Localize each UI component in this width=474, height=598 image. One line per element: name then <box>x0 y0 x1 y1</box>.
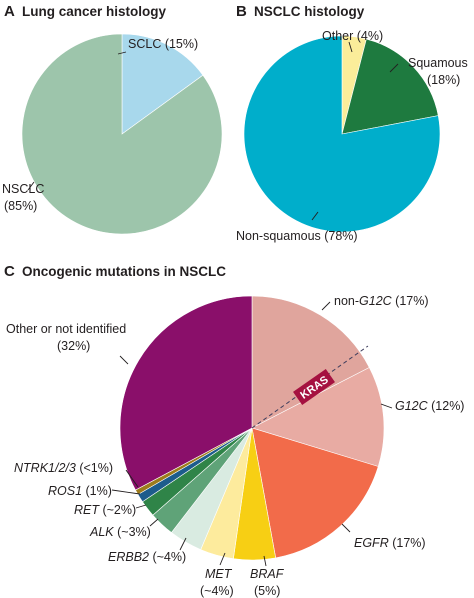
label-erbb2: ERBB2 (~4%) <box>108 550 186 564</box>
slice-b-squamous <box>341 38 439 135</box>
label-ntrk-a: NTRK1/2/3 <box>14 461 76 475</box>
leader-braf <box>263 555 267 567</box>
slice-a-sclc <box>121 33 204 135</box>
leader-ros1 <box>111 489 141 495</box>
label-erbb2-a: ERBB2 <box>108 550 149 564</box>
label-nsclc-1: NSCLC <box>2 182 44 196</box>
panel-a-letter: A <box>4 3 15 20</box>
label-g12c: G12C (12%) <box>395 399 464 413</box>
leader-g12c <box>380 403 393 409</box>
leader-egfr <box>341 523 351 533</box>
label-sclc: SCLC (15%) <box>128 37 198 51</box>
label-ret-a: RET <box>74 503 100 517</box>
pie-a <box>21 33 223 235</box>
leader-ntrk <box>125 469 139 488</box>
label-other-b: Other (4%) <box>322 29 383 43</box>
leader-other-b <box>348 41 353 53</box>
label-nong12c-a: non- <box>334 294 359 308</box>
leader-sclc <box>117 51 127 55</box>
leader-squamous <box>389 63 399 73</box>
leader-other-c <box>119 355 129 365</box>
label-met-1: MET <box>205 567 233 581</box>
label-ret: RET (~2%) <box>74 503 136 517</box>
label-nong12c: non-G12C (17%) <box>334 294 429 308</box>
label-egfr-b: (17%) <box>389 536 426 550</box>
label-ntrk: NTRK1/2/3 (<1%) <box>14 461 113 475</box>
label-nong12c-b: G12C <box>359 294 393 308</box>
label-met-2: (~4%) <box>200 584 234 598</box>
label-egfr: EGFR (17%) <box>354 536 426 550</box>
label-ros1-a: ROS1 <box>48 484 82 498</box>
label-nong12c-c: (17%) <box>392 294 429 308</box>
label-ros1-b: (1%) <box>82 484 112 498</box>
slice-c-kras-g12c <box>251 367 385 467</box>
slice-c-other-or-not-identified <box>119 295 253 491</box>
pie-c <box>119 295 385 561</box>
leader-nonsq <box>311 211 319 221</box>
label-other-c-2: (32%) <box>57 339 90 353</box>
panel-c-letter: C <box>4 263 15 280</box>
label-ret-b: (~2%) <box>99 503 136 517</box>
label-ntrk-b: (<1%) <box>76 461 113 475</box>
leader-alk <box>149 518 159 527</box>
slice-b-non-squamous <box>243 35 441 233</box>
label-erbb2-b: (~4%) <box>149 550 186 564</box>
slice-a-nsclc <box>21 33 223 235</box>
label-nonsq: Non-squamous (78%) <box>236 229 358 243</box>
label-egfr-a: EGFR <box>354 536 389 550</box>
label-other-c-1: Other or not identified <box>6 322 126 336</box>
panel-b-letter: B <box>236 3 247 20</box>
panel-b-title: NSCLC histology <box>254 4 365 19</box>
leader-ret <box>135 504 147 509</box>
label-braf-2: (5%) <box>254 584 280 598</box>
label-alk: ALK (~3%) <box>89 525 151 539</box>
pie-b <box>243 35 441 233</box>
panel-c-title: Oncogenic mutations in NSCLC <box>22 264 226 279</box>
kras-badge-bg <box>293 368 335 406</box>
label-squamous-1: Squamous <box>408 56 468 70</box>
slice-c-kras-non-g12c <box>251 295 370 429</box>
leader-erbb2 <box>179 537 187 551</box>
label-ros1: ROS1 (1%) <box>48 484 112 498</box>
leader-met <box>219 552 226 566</box>
label-squamous-2: (18%) <box>427 73 460 87</box>
label-g12c-a: G12C <box>395 399 429 413</box>
leader-nsclc <box>27 181 35 191</box>
label-alk-b: (~3%) <box>114 525 151 539</box>
label-nsclc-2: (85%) <box>4 199 37 213</box>
leader-nong12c <box>321 301 331 311</box>
slice-c-egfr <box>251 427 379 559</box>
label-braf-1: BRAF <box>250 567 285 581</box>
label-g12c-b: (12%) <box>428 399 465 413</box>
panel-a-title: Lung cancer histology <box>22 4 167 19</box>
label-alk-a: ALK <box>89 525 114 539</box>
